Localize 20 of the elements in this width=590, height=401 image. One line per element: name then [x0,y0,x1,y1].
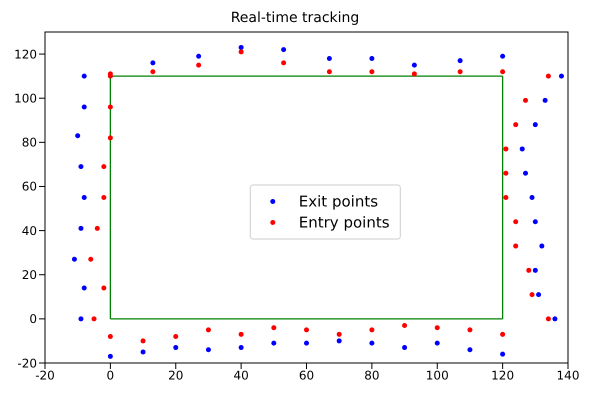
x-tick-label: 60 [298,368,314,383]
y-tick-label: 80 [22,136,37,150]
legend-label: Exit points [298,192,378,210]
x-tick-label: 120 [491,368,514,383]
y-tick-label: 100 [14,91,37,106]
x-tick-label: 20 [168,368,184,383]
y-tick-label: 60 [22,180,37,194]
y-tick-label: 120 [14,47,37,62]
x-tick-label: -20 [35,368,55,383]
y-tick-label: 40 [22,224,37,238]
y-tick-label: 20 [22,268,37,282]
x-tick-label: 140 [556,368,580,383]
y-tick-label: -20 [17,356,37,370]
y-tick-label: 0 [29,312,37,326]
x-tick-label: 0 [106,368,114,383]
chart-title: Real-time tracking [230,9,360,28]
x-tick-label: 100 [426,368,449,383]
x-tick-label: 80 [364,368,380,383]
legend-label: Entry points [298,213,390,231]
x-tick-label: 40 [233,368,249,383]
